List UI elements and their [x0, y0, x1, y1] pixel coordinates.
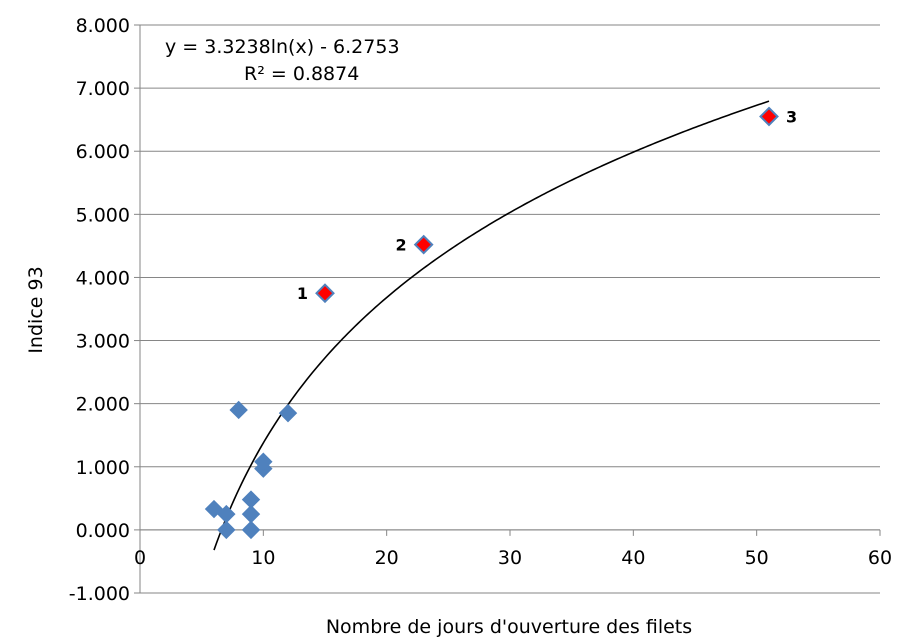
point-label: 1 [297, 284, 308, 303]
y-tick-label: 0.000 [76, 520, 130, 542]
x-tick-label: 10 [251, 547, 275, 569]
data-point [241, 520, 261, 540]
data-point [254, 452, 273, 471]
data-point [241, 504, 261, 524]
y-tick-label: -1.000 [69, 583, 130, 605]
y-tick-label: 1.000 [76, 457, 130, 479]
axes [139, 25, 881, 593]
highlighted-point [413, 234, 434, 255]
x-tick-label: 30 [498, 547, 522, 569]
y-tick-label: 7.000 [76, 78, 130, 100]
y-tick-label: 3.000 [76, 331, 130, 353]
point-label: 2 [396, 236, 407, 255]
data-point [217, 520, 236, 540]
x-tick-label: 40 [621, 547, 645, 569]
y-tick-label: 2.000 [76, 394, 130, 416]
x-tick-label: 60 [868, 547, 892, 569]
highlighted-point [759, 106, 779, 127]
point-label: 3 [786, 108, 797, 127]
data-point [217, 504, 236, 524]
data-points [204, 106, 779, 540]
y-tick-labels: -1.000 0.000 1.000 2.000 3.000 4.000 5.000 6.00… [69, 15, 130, 605]
point-labels: 1 2 3 [297, 108, 797, 304]
y-axis-title: Indice 93 [25, 266, 47, 353]
x-tick-label: 20 [375, 547, 399, 569]
y-tick-label: 4.000 [76, 267, 130, 289]
data-point [278, 403, 298, 423]
data-point [229, 400, 248, 420]
y-tick-label: 5.000 [76, 204, 130, 226]
data-point [241, 490, 261, 509]
x-tick-label: 50 [745, 547, 769, 569]
x-tick-label: 0 [134, 547, 146, 569]
y-tick-label: 6.000 [76, 141, 130, 163]
x-axis-title: Nombre de jours d'ouverture des filets [326, 616, 692, 638]
x-tick-labels: 0 10 20 30 40 50 60 [134, 547, 892, 569]
trend-equation: y = 3.3238ln(x) - 6.2753 [165, 36, 400, 58]
trendline [213, 100, 770, 551]
highlighted-point [315, 283, 335, 304]
trend-r-squared: R² = 0.8874 [244, 63, 359, 85]
y-tick-label: 8.000 [76, 15, 130, 37]
